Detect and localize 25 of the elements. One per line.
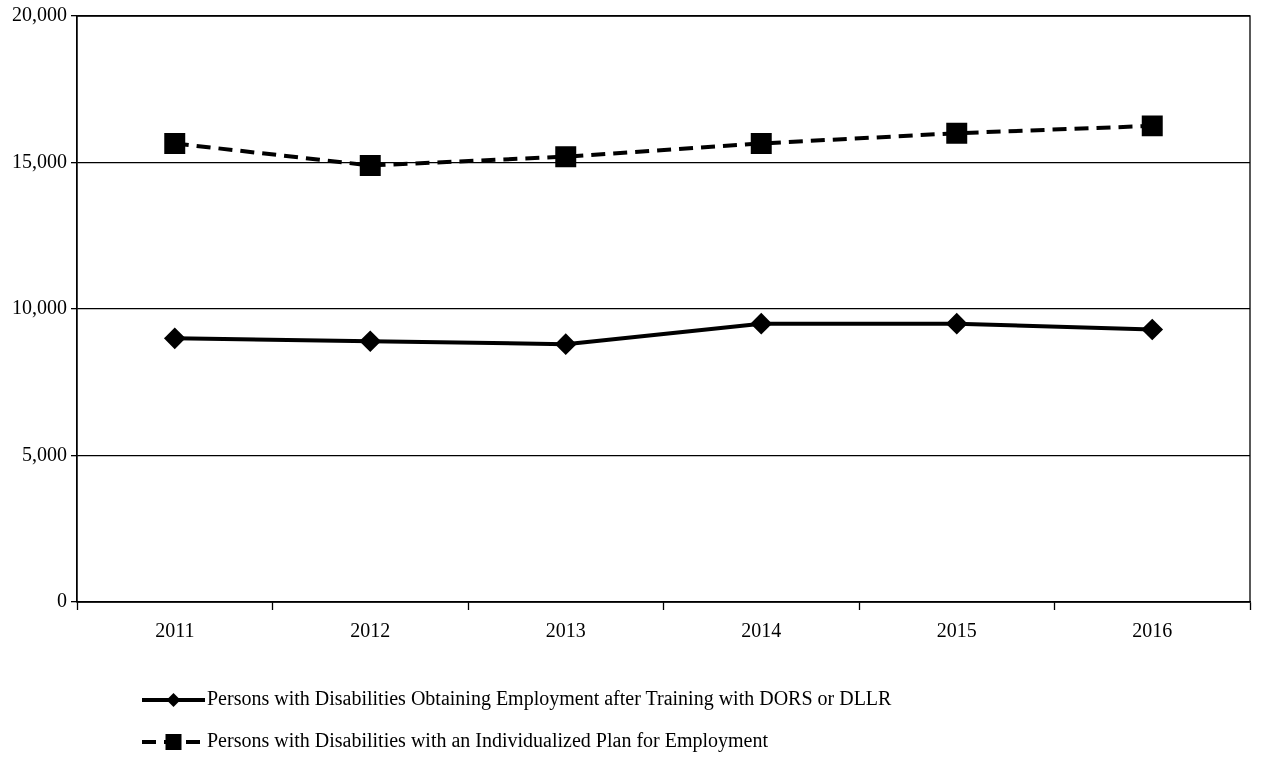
y-tick-label: 20,000 bbox=[12, 3, 67, 26]
point bbox=[750, 132, 772, 154]
y-tick-label: 10,000 bbox=[12, 296, 67, 319]
point bbox=[359, 154, 381, 176]
point bbox=[555, 334, 576, 355]
x-tick-label: 2016 bbox=[1132, 619, 1173, 642]
point bbox=[555, 146, 577, 168]
point bbox=[946, 122, 968, 144]
point bbox=[1142, 319, 1163, 340]
x-tick-label: 2012 bbox=[350, 619, 391, 642]
x-tick-label: 2011 bbox=[155, 619, 195, 642]
point bbox=[164, 132, 186, 154]
x-tick-label: 2014 bbox=[741, 619, 782, 642]
point bbox=[751, 313, 772, 334]
y-tick-label: 15,000 bbox=[12, 149, 67, 172]
y-tick-label: 0 bbox=[57, 589, 67, 612]
point bbox=[1141, 115, 1163, 137]
x-tick-label: 2015 bbox=[936, 619, 977, 642]
point bbox=[946, 313, 967, 334]
legend-label: Persons with Disabilities Obtaining Employment after Training with DORS or DLLR bbox=[207, 687, 893, 711]
legend-label: Persons with Disabilities with an Individualized Plan for Employment bbox=[207, 729, 769, 753]
point bbox=[360, 331, 381, 352]
point bbox=[164, 328, 185, 349]
y-tick-label: 5,000 bbox=[22, 442, 67, 465]
x-tick-label: 2013 bbox=[545, 619, 586, 642]
